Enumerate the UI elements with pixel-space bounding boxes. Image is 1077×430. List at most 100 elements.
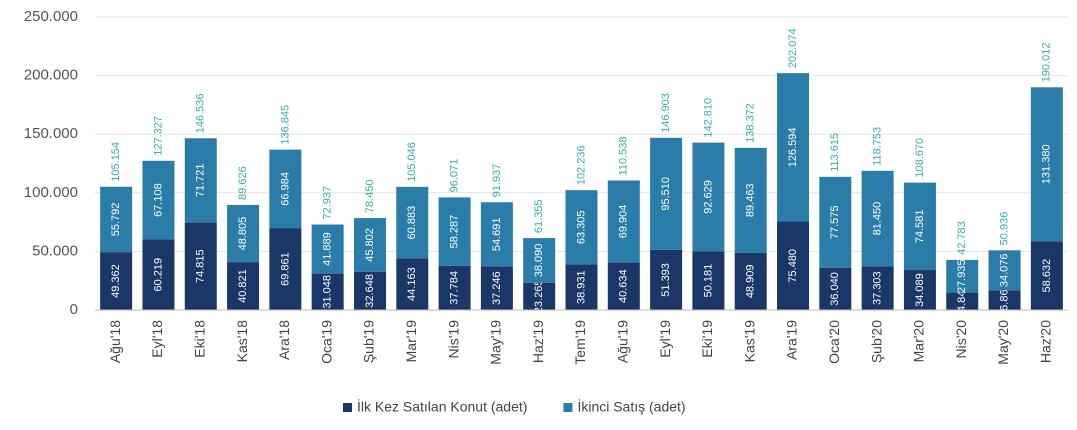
- value-label: 34.089: [914, 273, 926, 307]
- value-label: 131.380: [1041, 144, 1053, 184]
- value-label: 75.480: [787, 249, 799, 283]
- value-label: 81.450: [872, 202, 884, 236]
- legend-label: İlk Kez Satılan Konut (adet): [357, 398, 527, 415]
- bar-segment: [396, 258, 429, 310]
- bar-segment: [692, 251, 725, 310]
- value-label: 58.287: [448, 215, 460, 249]
- legend-label: İkinci Satış (adet): [577, 398, 685, 415]
- value-label: 37.246: [491, 271, 503, 305]
- value-label: 50.181: [702, 264, 714, 298]
- value-label: 40.634: [618, 269, 630, 303]
- bar-segment: [988, 250, 1021, 291]
- x-tick-label: Tem'19: [572, 320, 588, 365]
- bar-segment: [227, 262, 260, 310]
- x-tick-label: Ağu'18: [107, 320, 123, 363]
- bar-segment: [269, 228, 302, 310]
- bar-segment: [903, 182, 936, 271]
- x-tick-label: Haz'20: [1038, 320, 1054, 363]
- value-label: 37.303: [872, 271, 884, 305]
- bar-segment: [777, 221, 810, 310]
- value-label: 34.076: [998, 253, 1010, 287]
- total-label: 96.071: [448, 159, 460, 193]
- x-tick-label: Mar'19: [403, 320, 419, 363]
- value-label: 32.648: [364, 274, 376, 308]
- legend-swatch: [343, 403, 352, 412]
- bar-segment: [734, 252, 767, 310]
- x-tick-label: Eki'19: [699, 320, 715, 358]
- x-tick-label: Eyl'19: [657, 320, 673, 358]
- total-label: 190.012: [1041, 43, 1053, 83]
- value-label: 49.362: [110, 264, 122, 298]
- value-label: 38.090: [533, 244, 545, 278]
- value-label: 37.784: [448, 271, 460, 305]
- total-label: 136.845: [279, 105, 291, 145]
- x-tick-label: Oca'20: [826, 320, 842, 364]
- value-label: 60.219: [152, 258, 164, 292]
- bar-segment: [227, 204, 260, 263]
- total-label: 61.355: [533, 199, 545, 233]
- bar-segment: [142, 160, 175, 240]
- total-label: 89.626: [237, 166, 249, 200]
- bar-segment: [353, 271, 386, 310]
- bar-segment: [819, 176, 852, 268]
- y-tick-label: 0: [70, 301, 78, 318]
- bar-segment: [1030, 241, 1063, 310]
- value-label: 77.575: [829, 205, 841, 239]
- x-tick-label: Şub'19: [361, 320, 377, 363]
- x-tick-label: Ağu'19: [615, 320, 631, 363]
- bar-segment: [523, 238, 556, 283]
- bar-segment: [184, 138, 217, 223]
- x-tick-label: Ara'18: [276, 320, 292, 360]
- value-label: 38.931: [575, 270, 587, 304]
- x-tick-label: Şub'20: [868, 320, 884, 363]
- x-tick-label: Ara'19: [784, 320, 800, 360]
- total-label: 142.810: [702, 98, 714, 138]
- bar-segment: [311, 273, 344, 310]
- total-label: 113.615: [829, 133, 841, 172]
- x-tick-label: Haz'19: [530, 320, 546, 363]
- x-tick-label: May'19: [488, 320, 504, 365]
- bar-segment: [142, 239, 175, 310]
- y-tick-label: 100.000: [24, 184, 78, 201]
- value-label: 36.040: [829, 272, 841, 306]
- value-label: 74.815: [195, 249, 207, 283]
- total-label: 110.538: [618, 136, 630, 175]
- value-label: 66.984: [279, 172, 291, 206]
- value-label: 69.904: [618, 205, 630, 239]
- bar-segment: [269, 149, 302, 229]
- bar-segment: [861, 170, 894, 267]
- bar-segment: [692, 142, 725, 252]
- bar-segment: [565, 190, 598, 265]
- value-label: 27.935: [956, 259, 968, 293]
- total-label: 202.074: [787, 28, 799, 68]
- y-tick-label: 50.000: [32, 242, 78, 259]
- bar-segment: [777, 73, 810, 222]
- total-label: 146.903: [660, 93, 672, 133]
- value-label: 69.861: [279, 252, 291, 286]
- value-label: 44.163: [406, 267, 418, 301]
- bar-segment: [650, 137, 683, 250]
- x-tick-label: Nis'20: [953, 320, 969, 359]
- total-label: 105.154: [110, 142, 122, 182]
- x-tick-label: Mar'20: [911, 320, 927, 363]
- total-label: 146.536: [195, 93, 207, 133]
- value-label: 71.721: [195, 163, 207, 197]
- value-label: 95.510: [660, 177, 672, 211]
- y-tick-label: 150.000: [24, 125, 78, 142]
- total-label: 118.753: [872, 127, 884, 166]
- x-tick-label: Eki'18: [191, 320, 207, 358]
- bar-segment: [819, 267, 852, 310]
- bar-segment: [607, 180, 640, 263]
- x-tick-label: Nis'19: [445, 320, 461, 359]
- y-tick-label: 200.000: [24, 67, 78, 84]
- bar-segment: [734, 147, 767, 253]
- bar-segment: [100, 252, 133, 310]
- x-tick-label: Kas'18: [234, 320, 250, 363]
- total-label: 50.936: [998, 212, 1010, 246]
- total-label: 78.450: [364, 179, 376, 213]
- bar-segment: [565, 264, 598, 310]
- value-label: 55.792: [110, 203, 122, 237]
- bar-segment: [480, 266, 513, 310]
- value-label: 31.048: [322, 275, 334, 309]
